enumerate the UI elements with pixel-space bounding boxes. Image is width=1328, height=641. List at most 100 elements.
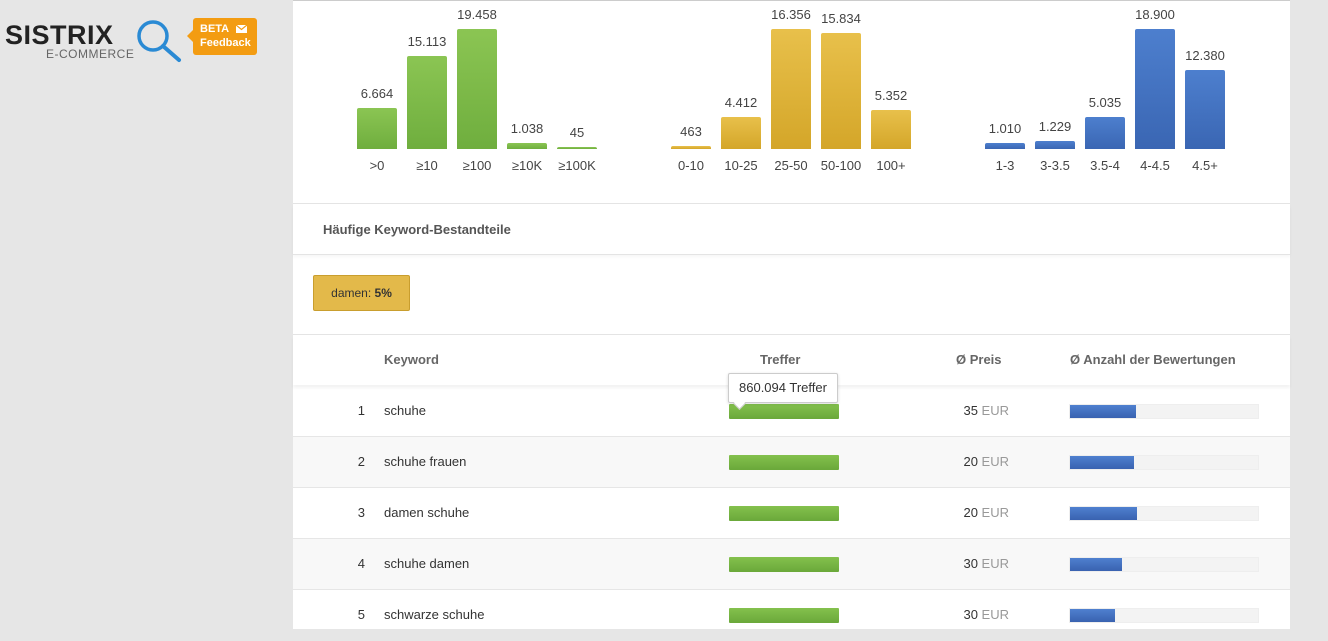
- bar-group[interactable]: 4.412 10-25: [721, 1, 771, 201]
- bar-group[interactable]: 45 ≥100K: [557, 1, 607, 201]
- bar-group[interactable]: 15.113 ≥10: [407, 1, 457, 201]
- mail-icon: [235, 25, 247, 33]
- bar-value-label: 463: [680, 124, 702, 139]
- ratings-bar-fill: [1070, 405, 1136, 418]
- bar-value-label: 15.834: [821, 11, 861, 26]
- row-rank: 4: [357, 556, 365, 571]
- bar-group[interactable]: 12.380 4.5+: [1185, 1, 1235, 201]
- row-rank: 5: [357, 607, 365, 622]
- chart-bar[interactable]: [871, 110, 911, 149]
- bar-category-label: 1-3: [995, 158, 1015, 173]
- col-hits[interactable]: Treffer: [760, 352, 801, 367]
- price-range-chart: 463 0-10 4.412 10-25 16.356 25-50 15.834 50-100…: [671, 1, 931, 201]
- main-panel: 6.664 >0 15.113 ≥10 19.458 ≥100 1.038 ≥10K 45 ≥10…: [293, 0, 1290, 641]
- table-row[interactable]: 4 schuhe damen 30 EUR: [293, 539, 1290, 590]
- hits-tooltip: 860.094 Treffer: [728, 373, 838, 403]
- row-price: 30 EUR: [913, 556, 1009, 571]
- col-keyword[interactable]: Keyword: [384, 352, 439, 367]
- sistrix-logo[interactable]: SISTRIX E-COMMERCE: [5, 14, 195, 74]
- col-ratings[interactable]: Ø Anzahl der Bewertungen: [1070, 352, 1236, 367]
- chart-bar[interactable]: [771, 29, 811, 149]
- bar-group[interactable]: 15.834 50-100: [821, 1, 871, 201]
- bar-category-label: 4.5+: [1192, 158, 1218, 173]
- bar-group[interactable]: 1.038 ≥10K: [507, 1, 557, 201]
- ratings-bar-track: [1069, 557, 1259, 572]
- bar-value-label: 19.458: [457, 7, 497, 22]
- bar-category-label: 50-100: [820, 158, 862, 173]
- bar-category-label: 0-10: [677, 158, 705, 173]
- bar-value-label: 45: [569, 125, 585, 140]
- row-keyword[interactable]: schuhe frauen: [384, 454, 467, 469]
- chart-bar[interactable]: [507, 143, 547, 149]
- bar-group[interactable]: 6.664 >0: [357, 1, 407, 201]
- bar-category-label: >0: [369, 158, 385, 173]
- results-count-chart: 6.664 >0 15.113 ≥10 19.458 ≥100 1.038 ≥10K 45 ≥10…: [357, 1, 617, 201]
- bar-group[interactable]: 1.010 1-3: [985, 1, 1035, 201]
- price-currency: EUR: [981, 505, 1009, 520]
- hits-bar[interactable]: [729, 455, 839, 470]
- bar-group[interactable]: 18.900 4-4.5: [1135, 1, 1185, 201]
- chart-bar[interactable]: [721, 117, 761, 149]
- chart-bar[interactable]: [1135, 29, 1175, 149]
- chart-bar[interactable]: [821, 33, 861, 149]
- chart-bar[interactable]: [407, 56, 447, 149]
- bar-group[interactable]: 5.352 100+: [871, 1, 921, 201]
- bar-group[interactable]: 19.458 ≥100: [457, 1, 507, 201]
- col-price[interactable]: Ø Preis: [956, 352, 1002, 367]
- bar-group[interactable]: 5.035 3.5-4: [1085, 1, 1135, 201]
- bubble-pointer: [187, 30, 193, 42]
- row-price: 20 EUR: [913, 505, 1009, 520]
- bar-category-label: ≥100K: [558, 158, 596, 173]
- bar-group[interactable]: 1.229 3-3.5: [1035, 1, 1085, 201]
- bar-group[interactable]: 16.356 25-50: [771, 1, 821, 201]
- table-row[interactable]: 3 damen schuhe 20 EUR: [293, 488, 1290, 539]
- table-row[interactable]: 5 schwarze schuhe 30 EUR: [293, 590, 1290, 641]
- tag-value: 5%: [374, 286, 392, 300]
- bar-category-label: ≥10K: [511, 158, 543, 173]
- chart-bar[interactable]: [557, 147, 597, 149]
- hits-bar[interactable]: [729, 608, 839, 623]
- price-value: 35: [963, 403, 982, 418]
- keyword-parts-row: damen: 5%: [293, 255, 1290, 335]
- row-keyword[interactable]: schuhe: [384, 403, 426, 418]
- table-row[interactable]: 2 schuhe frauen 20 EUR: [293, 437, 1290, 488]
- price-currency: EUR: [981, 403, 1009, 418]
- bar-category-label: 3.5-4: [1090, 158, 1120, 173]
- bar-group[interactable]: 463 0-10: [671, 1, 721, 201]
- bar-value-label: 5.035: [1088, 95, 1122, 110]
- logo-wordmark: SISTRIX: [5, 20, 114, 50]
- keyword-part-tag[interactable]: damen: 5%: [313, 275, 410, 311]
- hits-bar[interactable]: [729, 557, 839, 572]
- beta-label: BETA: [200, 23, 229, 35]
- row-rank: 1: [357, 403, 365, 418]
- table-row[interactable]: 1 schuhe 35 EUR: [293, 386, 1290, 437]
- price-value: 30: [963, 556, 982, 571]
- row-keyword[interactable]: damen schuhe: [384, 505, 470, 520]
- row-keyword[interactable]: schuhe damen: [384, 556, 470, 571]
- chart-bar[interactable]: [671, 146, 711, 149]
- ratings-bar-fill: [1070, 456, 1134, 469]
- hits-bar[interactable]: [729, 404, 839, 419]
- bar-category-label: 100+: [876, 158, 906, 173]
- bar-value-label: 5.352: [874, 88, 908, 103]
- distribution-charts: 6.664 >0 15.113 ≥10 19.458 ≥100 1.038 ≥10K 45 ≥10…: [293, 1, 1290, 204]
- row-keyword[interactable]: schwarze schuhe: [384, 607, 485, 622]
- price-value: 20: [963, 505, 982, 520]
- bar-value-label: 1.010: [988, 121, 1022, 136]
- bar-category-label: ≥10: [416, 158, 438, 173]
- chart-bar[interactable]: [457, 29, 497, 149]
- chart-bar[interactable]: [1085, 117, 1125, 149]
- bar-category-label: 25-50: [774, 158, 808, 173]
- ratings-bar-track: [1069, 506, 1259, 521]
- beta-feedback-button[interactable]: BETA Feedback: [187, 18, 257, 55]
- table-header: Keyword Treffer Ø Preis Ø Anzahl der Bew…: [293, 335, 1290, 385]
- price-currency: EUR: [981, 556, 1009, 571]
- hits-bar[interactable]: [729, 506, 839, 521]
- section-title: Häufige Keyword-Bestandteile: [323, 222, 511, 237]
- rating-range-chart: 1.010 1-3 1.229 3-3.5 5.035 3.5-4 18.900 4-4.5 1…: [985, 1, 1245, 201]
- chart-bar[interactable]: [985, 143, 1025, 149]
- chart-bar[interactable]: [357, 108, 397, 149]
- chart-bar[interactable]: [1035, 141, 1075, 149]
- chart-bar[interactable]: [1185, 70, 1225, 149]
- bar-value-label: 12.380: [1185, 48, 1225, 63]
